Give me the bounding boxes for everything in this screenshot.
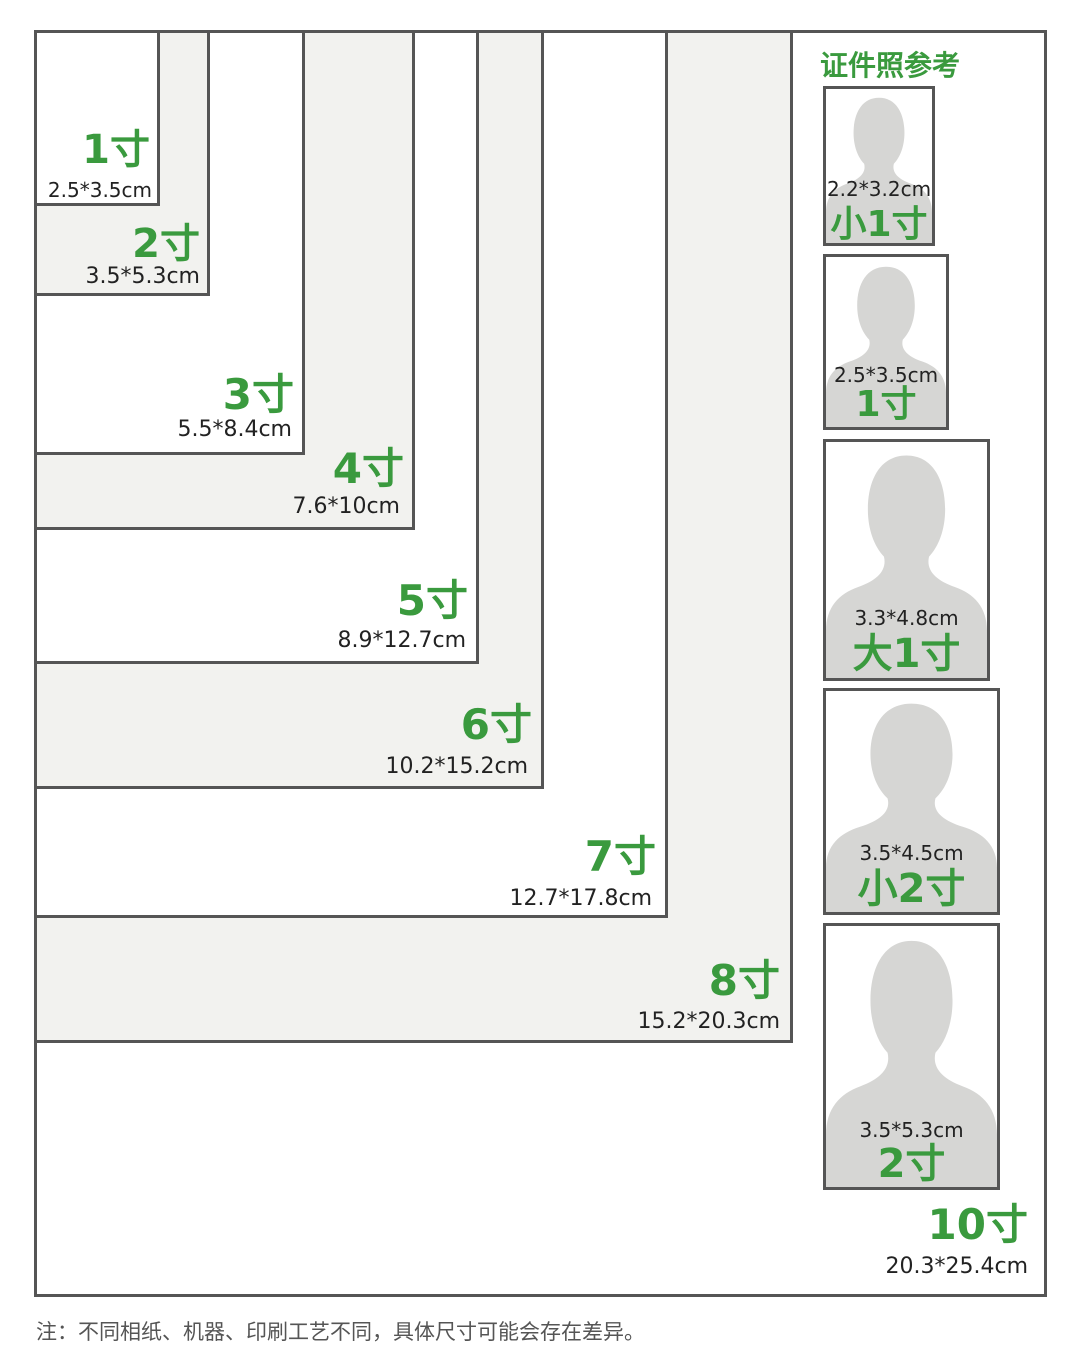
size-dim-1cun: 2.5*3.5cm xyxy=(47,178,152,202)
portrait-silhouette-icon xyxy=(826,97,932,243)
size-dim-3cun: 5.5*8.4cm xyxy=(177,417,292,442)
portrait-silhouette-icon xyxy=(826,455,987,678)
portrait-silhouette-icon xyxy=(826,266,946,427)
size-label-8cun: 8寸 xyxy=(708,956,780,1005)
size-label-4cun: 4寸 xyxy=(332,444,404,493)
id-photo-small-2cun: 3.5*4.5cm 小2寸 xyxy=(823,688,1000,915)
id-photo-name: 大1寸 xyxy=(852,631,961,677)
id-photo-dim: 3.5*5.3cm xyxy=(859,1118,964,1142)
id-photo-dim: 3.3*4.8cm xyxy=(854,606,959,630)
id-photo-dim: 2.2*3.2cm xyxy=(826,177,932,201)
size-dim-8cun: 15.2*20.3cm xyxy=(637,1009,781,1034)
id-photo-reference-title: 证件照参考 xyxy=(820,49,961,82)
size-dim-2cun: 3.5*5.3cm xyxy=(85,264,200,289)
id-photo-dim: 2.5*3.5cm xyxy=(833,363,939,387)
size-dim-10cun: 20.3*25.4cm xyxy=(885,1254,1029,1279)
footnote: 注：不同相纸、机器、印刷工艺不同，具体尺寸可能会存在差异。 xyxy=(36,1320,645,1344)
size-label-10cun: 10寸 xyxy=(927,1200,1028,1249)
portrait-silhouette-icon xyxy=(826,940,997,1187)
id-photo-dim: 3.5*4.5cm xyxy=(859,841,964,865)
size-box-1cun xyxy=(34,30,160,206)
size-label-2cun: 2寸 xyxy=(132,221,200,267)
id-photo-name: 2寸 xyxy=(877,1141,946,1187)
size-dim-5cun: 8.9*12.7cm xyxy=(337,628,467,653)
size-label-6cun: 6寸 xyxy=(460,700,532,749)
size-dim-4cun: 7.6*10cm xyxy=(292,494,400,519)
size-label-3cun: 3寸 xyxy=(222,370,294,419)
id-photo-name: 1寸 xyxy=(855,384,917,425)
size-dim-7cun: 12.7*17.8cm xyxy=(509,886,653,911)
id-photo-1cun: 2.5*3.5cm 1寸 xyxy=(823,254,949,430)
portrait-silhouette-icon xyxy=(826,703,997,912)
size-label-7cun: 7寸 xyxy=(584,832,656,881)
id-photo-name: 小1寸 xyxy=(830,204,928,245)
id-photo-2cun: 3.5*5.3cm 2寸 xyxy=(823,923,1000,1190)
size-label-5cun: 5寸 xyxy=(396,576,468,625)
size-dim-6cun: 10.2*15.2cm xyxy=(385,754,529,779)
id-photo-name: 小2寸 xyxy=(857,866,966,912)
size-label-1cun: 1寸 xyxy=(82,127,150,173)
id-photo-large-1cun: 3.3*4.8cm 大1寸 xyxy=(823,439,990,681)
id-photo-small-1cun: 2.2*3.2cm 小1寸 xyxy=(823,86,935,246)
